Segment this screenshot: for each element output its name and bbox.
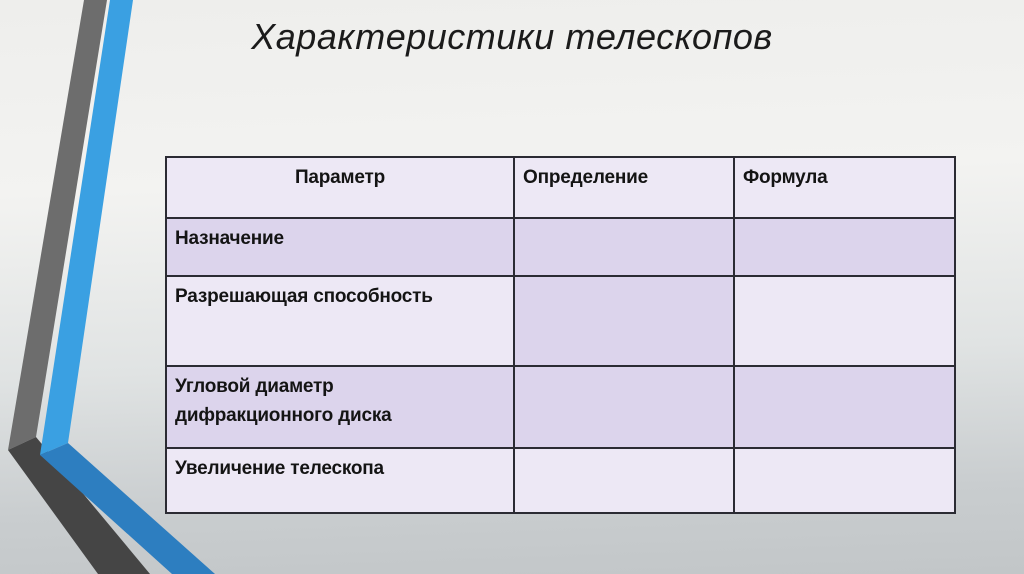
blue-stripe-upper <box>40 0 133 455</box>
cell-formula-uglovoy-diametr <box>733 365 956 449</box>
header-cell-formula: Формула <box>733 156 956 219</box>
cell-param-naznachenie: Назначение <box>165 217 515 277</box>
slide-title: Характеристики телескопов <box>251 16 773 57</box>
table-row-uvelichenie: Увеличение телескопа <box>165 447 956 514</box>
telescope-characteristics-table: Параметр Определение Формула Назначение … <box>165 156 956 514</box>
cell-param-uglovoy-diametr: Угловой диаметр дифракционного диска <box>165 365 515 449</box>
cell-formula-uvelichenie <box>733 447 956 514</box>
gray-stripe-upper <box>8 0 107 450</box>
cell-definition-razreshayushchaya <box>513 275 735 367</box>
cell-param-uvelichenie: Увеличение телескопа <box>165 447 515 514</box>
gray-stripe-lower <box>8 437 150 574</box>
table-header-row: Параметр Определение Формула <box>165 156 956 219</box>
table-row-razreshayushchaya: Разрешающая способность <box>165 275 956 367</box>
ribbon-decoration <box>8 0 215 574</box>
header-cell-parameter: Параметр <box>165 156 515 219</box>
table-row-naznachenie: Назначение <box>165 217 956 277</box>
cell-definition-uglovoy-diametr <box>513 365 735 449</box>
cell-param-razreshayushchaya: Разрешающая способность <box>165 275 515 367</box>
cell-definition-naznachenie <box>513 217 735 277</box>
cell-formula-naznachenie <box>733 217 956 277</box>
table-row-uglovoy-diametr: Угловой диаметр дифракционного диска <box>165 365 956 449</box>
header-cell-definition: Определение <box>513 156 735 219</box>
cell-formula-razreshayushchaya <box>733 275 956 367</box>
cell-definition-uvelichenie <box>513 447 735 514</box>
blue-stripe-lower <box>40 443 215 574</box>
